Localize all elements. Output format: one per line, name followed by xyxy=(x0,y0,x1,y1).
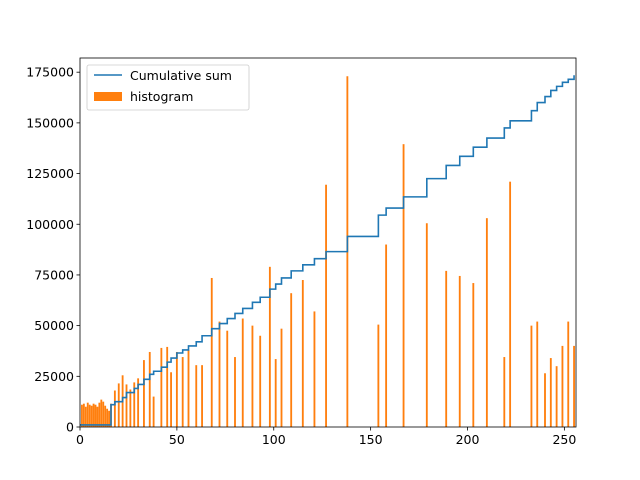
histogram-bar xyxy=(530,325,533,427)
histogram-bar xyxy=(544,373,546,427)
histogram-bar xyxy=(129,389,132,427)
histogram-bar xyxy=(175,351,178,427)
histogram-bar xyxy=(509,181,512,427)
y-tick-label: 0 xyxy=(66,420,74,435)
x-tick-label: 150 xyxy=(359,432,383,447)
histogram-bar xyxy=(377,324,380,427)
histogram-bar xyxy=(458,275,461,427)
legend-label-histogram: histogram xyxy=(130,89,193,104)
y-tick-label: 50000 xyxy=(34,318,74,333)
histogram-bar xyxy=(301,280,304,427)
histogram-bar xyxy=(88,404,91,427)
y-tick-label: 25000 xyxy=(34,369,74,384)
histogram-bar xyxy=(152,396,155,427)
y-axis: 0 25000 50000 75000 100000 125000 150000 175000 xyxy=(26,65,80,435)
histogram-bar xyxy=(274,359,277,427)
histogram-bar xyxy=(567,321,570,427)
histogram-bar xyxy=(82,403,85,427)
histogram-bar xyxy=(259,335,262,427)
histogram-bar xyxy=(325,184,327,427)
histogram-bar xyxy=(218,321,221,427)
histogram-bar xyxy=(425,223,428,427)
histogram-bar xyxy=(241,318,244,427)
x-tick-label: 250 xyxy=(552,432,576,447)
histogram-bar xyxy=(84,406,87,427)
x-axis: 0 50 100 150 200 250 xyxy=(76,427,576,447)
histogram-bar xyxy=(472,283,475,427)
histogram-bar xyxy=(210,277,213,427)
histogram-bar xyxy=(137,378,140,427)
histogram-bar xyxy=(106,408,109,427)
histogram-bar xyxy=(290,293,293,427)
y-tick-label: 175000 xyxy=(26,65,74,80)
cumulative-sum-line xyxy=(80,75,575,426)
histogram-bar xyxy=(90,405,93,427)
histogram-bar xyxy=(104,405,107,427)
histogram-bar xyxy=(201,365,203,427)
y-tick-label: 75000 xyxy=(34,267,74,282)
histogram-bar xyxy=(503,357,506,427)
y-tick-label: 150000 xyxy=(26,115,74,130)
histogram-bar xyxy=(485,218,488,427)
histogram-bar xyxy=(100,399,103,427)
histogram-bar xyxy=(96,406,99,427)
histogram-bar xyxy=(94,404,97,427)
histogram-bar xyxy=(102,401,105,427)
plot-frame xyxy=(79,57,577,428)
y-tick-label: 100000 xyxy=(26,217,74,232)
histogram-bar xyxy=(385,244,388,427)
histogram-bar xyxy=(234,357,236,427)
histogram-bar xyxy=(226,330,229,427)
histogram-bar xyxy=(402,144,405,428)
histogram-bar xyxy=(143,360,145,427)
histogram-bar xyxy=(117,383,120,427)
histogram-bar xyxy=(170,372,172,427)
histogram-bar xyxy=(92,403,95,427)
x-tick-label: 0 xyxy=(76,432,84,447)
histogram-bar xyxy=(561,345,564,427)
legend: Cumulative sum histogram xyxy=(86,64,250,111)
legend-swatch-histogram xyxy=(94,92,122,101)
x-tick-label: 50 xyxy=(169,432,185,447)
histogram-bar xyxy=(98,402,101,427)
plot-area xyxy=(80,58,576,427)
legend-label-cumulative: Cumulative sum xyxy=(130,68,232,83)
histogram-bar xyxy=(181,357,184,427)
histogram-bar xyxy=(268,266,271,427)
histogram-bar xyxy=(86,402,89,427)
histogram-bar xyxy=(108,410,110,427)
histogram-bar xyxy=(536,321,539,427)
histogram-bar xyxy=(280,328,283,427)
histogram-bar xyxy=(195,365,198,427)
y-tick-label: 125000 xyxy=(26,166,74,181)
histogram-bar xyxy=(166,346,169,427)
histogram-bar xyxy=(113,390,116,427)
histogram-bar xyxy=(133,382,136,427)
histogram-bar xyxy=(125,384,128,427)
histogram-bar xyxy=(555,366,558,427)
histogram-bar xyxy=(313,311,316,427)
legend-box xyxy=(86,64,250,111)
x-tick-label: 200 xyxy=(456,432,480,447)
histogram-bar xyxy=(148,351,151,427)
histogram-bar xyxy=(549,358,552,427)
histogram-bar xyxy=(573,345,575,427)
histogram-bar xyxy=(81,404,83,427)
histogram-bar xyxy=(187,349,190,427)
histogram-bar xyxy=(160,347,163,427)
x-tick-label: 100 xyxy=(262,432,286,447)
histogram-bar xyxy=(251,325,254,427)
histogram-bar xyxy=(445,270,448,427)
